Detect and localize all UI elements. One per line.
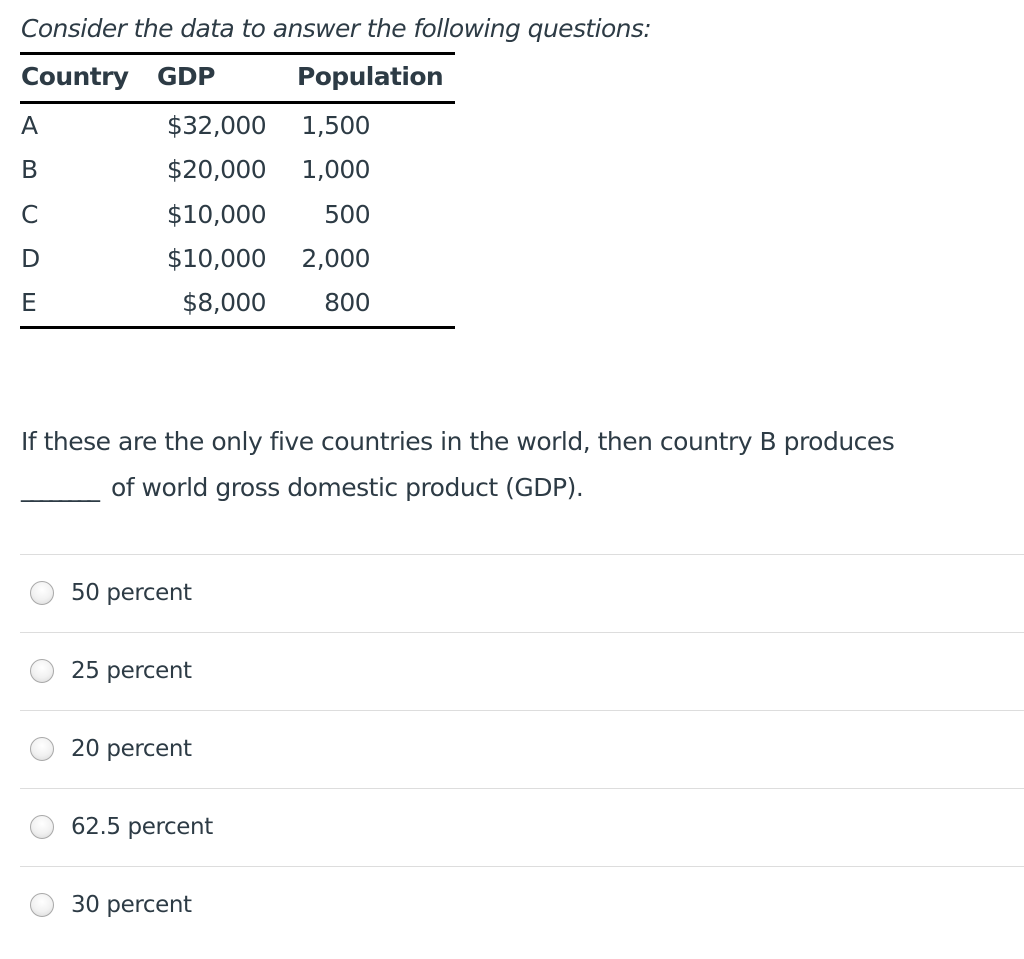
cell-gdp: $32,000 — [166, 111, 267, 140]
cell-country: B — [21, 155, 38, 185]
answer-option[interactable]: 25 percent — [30, 656, 192, 686]
cell-country: A — [21, 111, 38, 140]
cell-country: D — [21, 243, 40, 273]
cell-gdp: $20,000 — [166, 155, 267, 185]
radio-button[interactable] — [30, 659, 54, 683]
answer-option[interactable]: 50 percent — [30, 578, 192, 608]
option-divider — [20, 554, 1024, 555]
answer-option[interactable]: 30 percent — [30, 890, 192, 920]
header-country: Country — [21, 62, 129, 91]
cell-population: 2,000 — [301, 243, 370, 273]
option-label: 20 percent — [71, 736, 192, 762]
table-bottom-rule — [20, 326, 455, 329]
cell-population: 800 — [324, 288, 371, 318]
cell-gdp: $10,000 — [166, 243, 267, 273]
cell-population: 1,500 — [301, 111, 370, 140]
option-divider — [20, 866, 1024, 867]
radio-button[interactable] — [30, 815, 54, 839]
option-label: 25 percent — [71, 658, 192, 684]
cell-country: C — [21, 199, 38, 229]
option-divider — [20, 788, 1024, 789]
table-top-rule — [20, 52, 455, 55]
option-label: 62.5 percent — [71, 814, 213, 840]
option-divider — [20, 632, 1024, 633]
intro-text: Consider the data to answer the followin… — [21, 14, 652, 43]
question-line-2: ________ of world gross domestic product … — [21, 473, 584, 502]
cell-population: 500 — [324, 199, 371, 229]
answer-blank: ________ — [21, 473, 100, 502]
option-divider — [20, 710, 1024, 711]
answer-option[interactable]: 62.5 percent — [30, 812, 213, 842]
header-gdp: GDP — [157, 62, 215, 91]
option-label: 50 percent — [71, 580, 192, 606]
cell-gdp: $8,000 — [182, 288, 266, 318]
question-line-2-text: of world gross domestic product (GDP). — [111, 473, 584, 502]
cell-gdp: $10,000 — [166, 199, 267, 229]
radio-button[interactable] — [30, 893, 54, 917]
option-label: 30 percent — [71, 892, 192, 918]
question-line-1: If these are the only five countries in … — [21, 427, 895, 456]
header-population: Population — [297, 62, 444, 91]
radio-button[interactable] — [30, 581, 54, 605]
cell-population: 1,000 — [301, 155, 370, 185]
answer-option[interactable]: 20 percent — [30, 734, 192, 764]
radio-button[interactable] — [30, 737, 54, 761]
cell-country: E — [21, 288, 37, 318]
table-header-rule — [20, 101, 455, 104]
